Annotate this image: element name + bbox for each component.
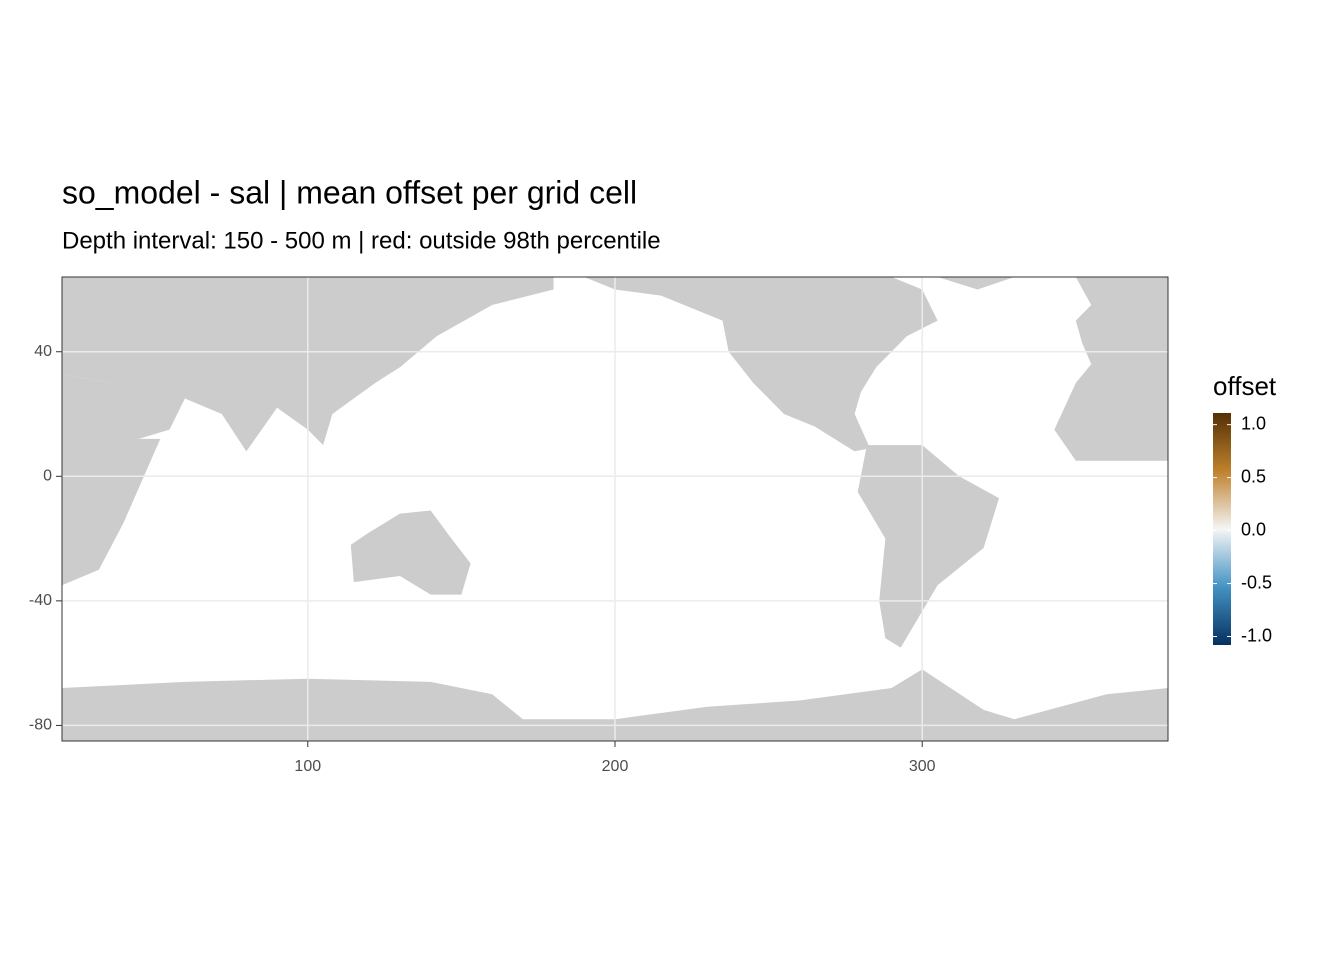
colorbar-label: -1.0	[1241, 625, 1272, 645]
land	[1075, 277, 1168, 365]
x-tick-label: 300	[909, 758, 936, 775]
land	[62, 669, 1168, 741]
land	[584, 277, 938, 452]
land	[62, 373, 161, 586]
x-tick-label: 200	[602, 758, 629, 775]
colorbar	[1213, 413, 1231, 645]
y-tick-label: 0	[43, 468, 52, 485]
panel-border	[61, 276, 1169, 742]
chart-subtitle: Depth interval: 150 - 500 m | red: outsi…	[62, 227, 661, 254]
y-tick-label: -80	[29, 717, 52, 734]
colorbar-label: 0.0	[1241, 519, 1266, 539]
land	[350, 510, 471, 595]
land	[857, 445, 1000, 648]
legend-title: offset	[1213, 371, 1277, 401]
colorbar-label: 0.5	[1241, 466, 1266, 486]
land	[937, 277, 1015, 290]
land	[1054, 361, 1168, 461]
chart-title: so_model - sal | mean offset per grid ce…	[62, 174, 637, 210]
y-tick-label: 40	[34, 343, 52, 360]
colorbar-label: 1.0	[1241, 413, 1266, 433]
y-tick-label: -40	[29, 592, 52, 609]
colorbar-label: -0.5	[1241, 572, 1272, 592]
x-tick-label: 100	[294, 758, 321, 775]
